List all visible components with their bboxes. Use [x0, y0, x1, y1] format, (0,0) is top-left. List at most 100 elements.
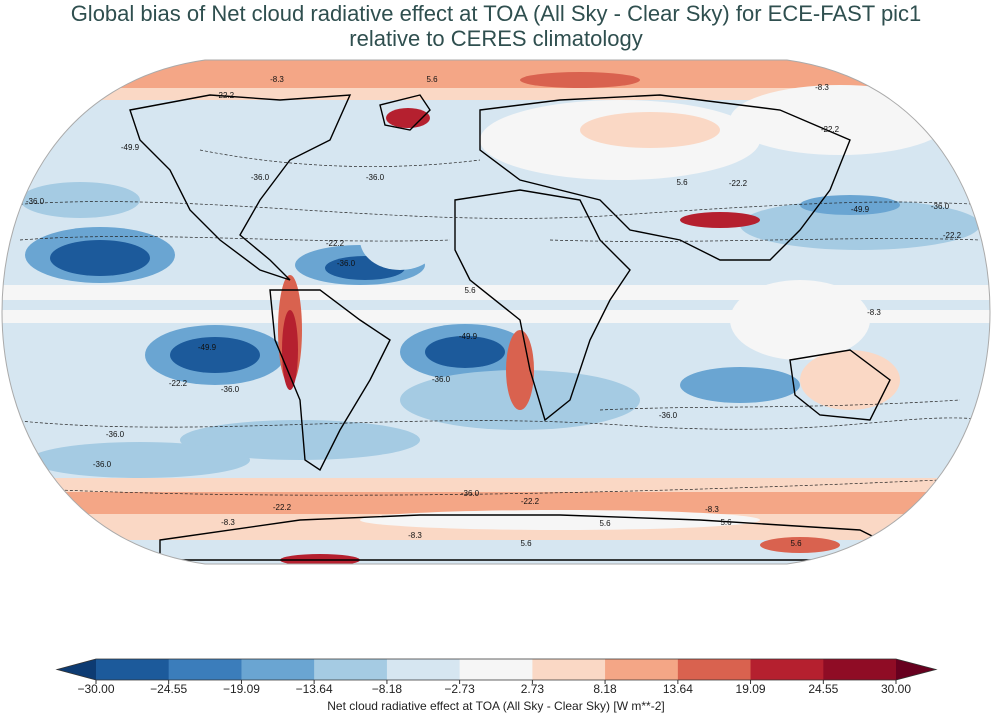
field-band	[2, 540, 990, 564]
colorbar: −30.00 −24.55 −19.09 −13.64 −8.18 −2.73 2.73 8.…	[55, 658, 938, 696]
coastline	[129, 94, 352, 281]
field-patch	[680, 367, 800, 403]
contour-label: -36.0	[93, 460, 112, 469]
colorbar-segment	[532, 659, 606, 680]
field-patch	[360, 210, 440, 270]
colorbar-tick-label: −13.64	[296, 682, 333, 696]
contour-label: -22.2	[943, 231, 962, 240]
contour-label: -22.2	[521, 497, 540, 506]
contour-label: -22.2	[216, 91, 235, 100]
contour-label: -36.0	[366, 173, 385, 182]
field-patch	[740, 200, 980, 250]
contour-line	[599, 399, 961, 411]
field-patch	[180, 420, 420, 460]
map: -49.9 -36.0 -36.0 -36.0 -36.0 -36.0 -36.0 -36.0…	[2, 60, 990, 564]
contour-label: 5.6	[720, 518, 732, 527]
contour-label: -49.9	[121, 143, 140, 152]
coastline	[479, 94, 851, 261]
field-patch	[425, 336, 505, 368]
coastline	[789, 349, 891, 421]
colorbar-segment	[96, 659, 170, 680]
colorbar-tick-label: 19.09	[736, 682, 766, 696]
field-patch	[800, 350, 900, 410]
contour-label: -22.2	[169, 379, 188, 388]
contour-line	[9, 201, 990, 219]
field-patch	[170, 337, 260, 373]
map-frame	[1, 59, 991, 565]
contour-label: -36.0	[26, 197, 45, 206]
contour-label: 5.6	[790, 539, 802, 548]
colorbar-segment	[459, 659, 533, 680]
field-patch	[50, 240, 150, 276]
field-patch	[680, 212, 760, 228]
contour-label: -36.0	[251, 173, 270, 182]
field-band	[2, 88, 990, 100]
contour-label: -36.0	[106, 430, 125, 439]
colorbar-tick-label: −2.73	[444, 682, 475, 696]
contour-label: 5.6	[676, 178, 688, 187]
contour-label: -36.0	[432, 375, 451, 384]
field-patch	[730, 85, 950, 155]
contour-label: -8.3	[408, 531, 422, 540]
colorbar-segment	[750, 659, 824, 680]
contour-label: -22.2	[273, 503, 292, 512]
contour-label: -36.0	[337, 259, 356, 268]
coastline	[269, 289, 391, 472]
colorbar-tick-label: 24.55	[808, 682, 838, 696]
contour-line	[19, 236, 451, 242]
field-patch	[580, 112, 720, 148]
contour-label: -49.9	[459, 332, 478, 341]
colorbar-segment	[605, 659, 679, 680]
title-line: relative to CERES climatology	[349, 26, 642, 51]
contour-label: 5.6	[599, 519, 611, 528]
colorbar-segment	[241, 659, 315, 680]
contour-label: -8.3	[221, 518, 235, 527]
colorbar-tick-label: −19.09	[223, 682, 260, 696]
title-line: Global bias of Net cloud radiative effec…	[71, 1, 922, 26]
coastline	[159, 514, 921, 561]
field-band	[2, 300, 990, 310]
contour-label: -36.0	[659, 411, 678, 420]
colorbar-extend	[57, 659, 96, 680]
contour-line	[549, 238, 981, 242]
contour-label: -8.3	[270, 75, 284, 84]
contour-label: -8.3	[867, 308, 881, 317]
colorbar-tick-label: −8.18	[372, 682, 403, 696]
contour-label: 5.6	[464, 286, 476, 295]
colorbar-segment	[823, 659, 897, 680]
contour-line	[9, 417, 990, 430]
contour-label: -22.2	[821, 125, 840, 134]
field-patch	[520, 72, 640, 88]
colorbar-label: Net cloud radiative effect at TOA (All S…	[327, 699, 664, 713]
colorbar-tick-label: −24.55	[150, 682, 187, 696]
field-patch	[20, 182, 140, 218]
colorbar-tick-label: 13.64	[663, 682, 693, 696]
colorbar-tick-label: 30.00	[881, 682, 911, 696]
contour-label: -36.0	[931, 202, 950, 211]
field-patch	[800, 195, 900, 215]
colorbar-tick-label: 8.18	[593, 682, 617, 696]
field-patch	[386, 108, 430, 128]
field-band	[2, 492, 990, 514]
field-patch	[282, 310, 298, 390]
contour-label: -22.2	[729, 179, 748, 188]
contour-label: -22.2	[326, 239, 345, 248]
contour-label: 5.6	[426, 75, 438, 84]
field-patch	[760, 537, 840, 553]
field-patch	[730, 280, 870, 360]
colorbar-segment	[677, 659, 752, 680]
contour-label: -8.3	[815, 83, 829, 92]
contour-label: -36.0	[221, 385, 240, 394]
colorbar-segment	[168, 659, 242, 680]
colorbar-tick-label: 2.73	[521, 682, 545, 696]
field-patch	[30, 442, 250, 478]
field-patch	[506, 330, 534, 410]
contour-label: 5.6	[520, 539, 532, 548]
contour-label: -36.0	[461, 489, 480, 498]
contour-label: -49.9	[198, 343, 217, 352]
contour-line	[59, 479, 941, 496]
contour-label: -8.3	[705, 505, 719, 514]
colorbar-segment	[314, 659, 388, 680]
contour-label: -49.9	[851, 205, 870, 214]
colorbar-tick-label: −30.00	[77, 682, 114, 696]
